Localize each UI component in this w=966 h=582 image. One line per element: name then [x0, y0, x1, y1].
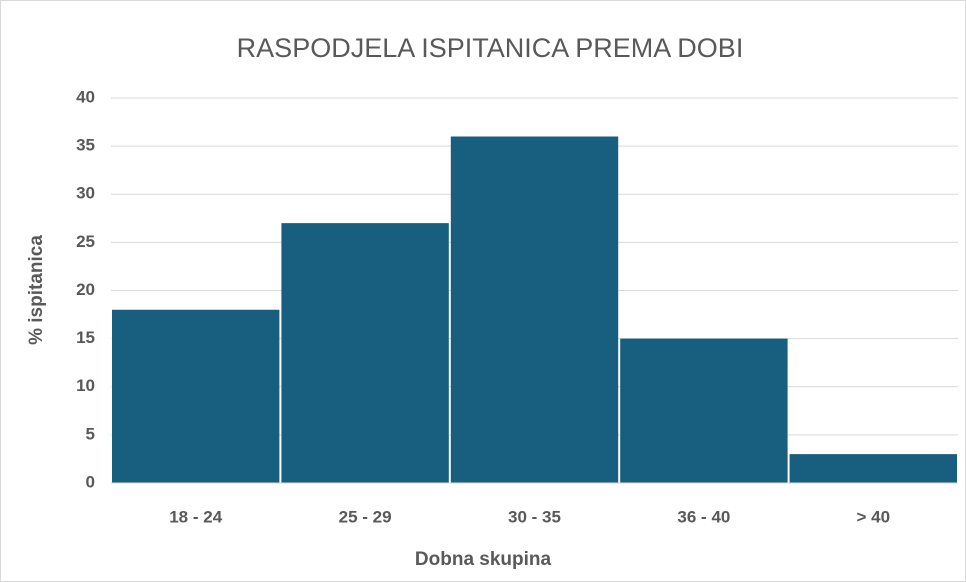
bar	[112, 309, 280, 483]
y-tick-label: 40	[76, 87, 95, 106]
x-axis-title: Dobna skupina	[415, 549, 552, 570]
y-tick-label: 5	[86, 424, 95, 443]
bar	[620, 338, 788, 483]
bar	[281, 223, 449, 483]
y-tick-label: 0	[86, 472, 95, 491]
x-tick-label: 18 - 24	[169, 507, 222, 526]
bar	[789, 454, 957, 483]
x-tick-label: > 40	[857, 507, 891, 526]
y-axis-title: % ispitanica	[26, 235, 47, 345]
x-tick-label: 30 - 35	[508, 507, 561, 526]
y-tick-label: 25	[76, 232, 95, 251]
y-tick-label: 15	[76, 328, 95, 347]
y-tick-label: 30	[76, 184, 95, 203]
chart-title: RASPODJELA ISPITANICA PREMA DOBI	[237, 33, 744, 63]
y-tick-label: 20	[76, 280, 95, 299]
bar	[450, 136, 619, 483]
y-tick-label: 10	[76, 376, 95, 395]
y-tick-label: 35	[76, 136, 95, 155]
x-tick-label: 36 - 40	[677, 507, 730, 526]
x-tick-label: 25 - 29	[339, 507, 392, 526]
